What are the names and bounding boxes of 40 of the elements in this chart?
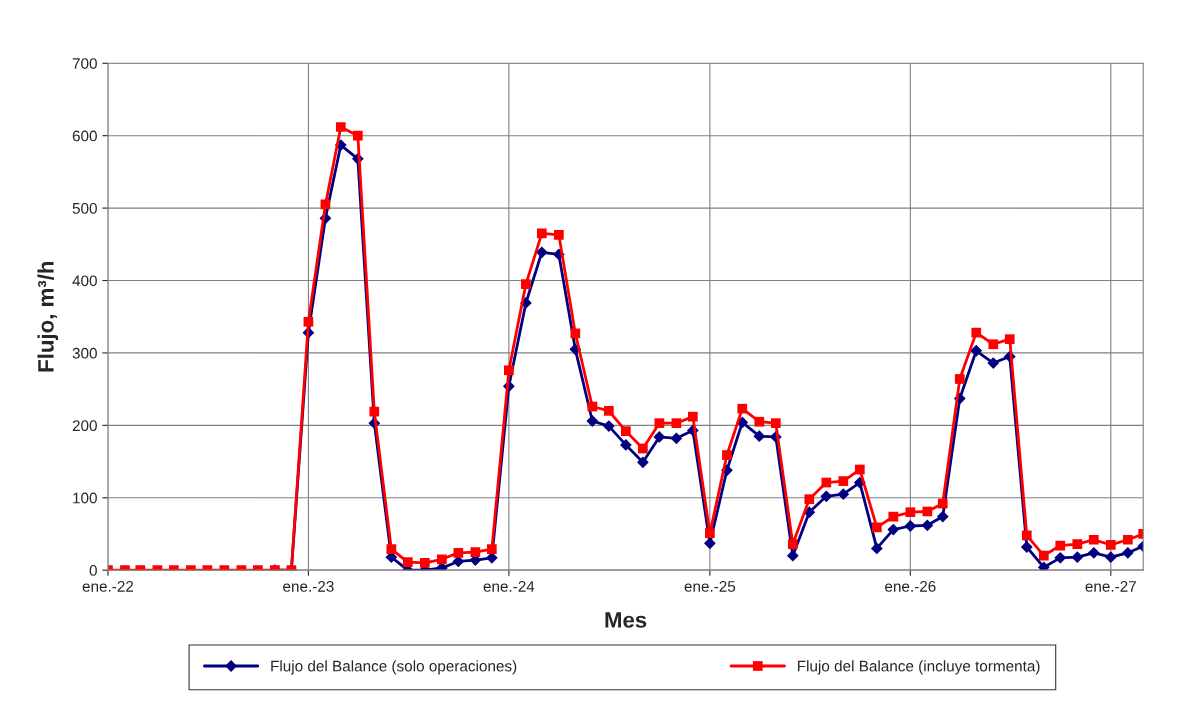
point bbox=[636, 456, 649, 469]
y-tick-label: 200 bbox=[72, 420, 97, 432]
point bbox=[1020, 541, 1033, 553]
y-tick-label: 700 bbox=[72, 58, 97, 69]
point bbox=[820, 490, 833, 503]
point bbox=[936, 510, 949, 523]
point bbox=[921, 519, 934, 532]
point bbox=[1121, 546, 1134, 559]
y-tick-label: 300 bbox=[72, 347, 97, 359]
legend-label: Flujo del Balance (incluye tormenta) bbox=[797, 660, 1040, 675]
point bbox=[837, 488, 850, 501]
x-axis-title: Mes bbox=[605, 612, 647, 628]
y-tick-label: 0 bbox=[89, 565, 97, 576]
point bbox=[1087, 546, 1100, 559]
x-tick-label: ene.-22 bbox=[82, 580, 134, 592]
x-tick-label: ene.-26 bbox=[885, 580, 936, 592]
point bbox=[753, 430, 766, 443]
y-tick-label: 400 bbox=[72, 275, 97, 287]
point bbox=[970, 344, 983, 357]
point bbox=[670, 432, 683, 445]
point bbox=[619, 439, 632, 451]
point bbox=[870, 542, 883, 555]
point bbox=[1037, 561, 1050, 571]
point bbox=[1071, 551, 1084, 564]
y-tick-label: 100 bbox=[73, 492, 97, 504]
point bbox=[586, 415, 599, 427]
x-tick-label: ene.-25 bbox=[684, 580, 736, 592]
point bbox=[987, 357, 1000, 369]
point bbox=[1104, 551, 1117, 564]
point bbox=[904, 520, 917, 532]
point bbox=[887, 523, 900, 536]
x-tick-label: ene.-24 bbox=[483, 580, 535, 592]
point bbox=[653, 431, 666, 443]
x-tick-label: ene.-27 bbox=[1085, 580, 1136, 592]
y-tick-label: 500 bbox=[72, 202, 97, 214]
x-tick-label: ene.-23 bbox=[283, 580, 334, 592]
point bbox=[602, 420, 615, 432]
y-tick-label: 600 bbox=[72, 130, 97, 142]
y-axis-title: Flujo, m³/h bbox=[37, 261, 59, 372]
legend-label: Flujo del Balance (solo operaciones) bbox=[271, 660, 517, 675]
